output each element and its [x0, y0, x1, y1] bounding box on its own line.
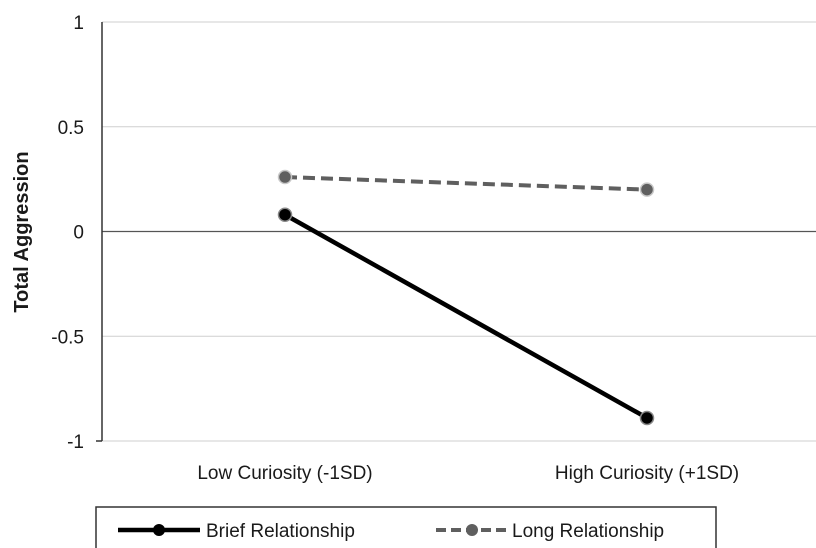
legend-box — [95, 506, 717, 548]
x-tick-label: High Curiosity (+1SD) — [555, 463, 739, 484]
y-tick-label: -1 — [67, 432, 84, 453]
y-axis-label: Total Aggression — [11, 151, 33, 312]
data-point — [639, 410, 655, 426]
legend: Brief Relationship Long Relationship — [95, 506, 717, 548]
y-tick-label: 1 — [73, 13, 84, 34]
y-tick-label: 0 — [73, 223, 84, 244]
legend-entry-label: Brief Relationship — [206, 521, 355, 542]
legend-swatch-marker — [153, 524, 165, 536]
legend-swatch-marker — [466, 524, 478, 536]
x-tick-label: Low Curiosity (-1SD) — [197, 463, 372, 484]
data-point — [639, 182, 655, 197]
series-group — [277, 169, 655, 426]
y-tick-label: 0.5 — [58, 118, 84, 139]
y-tick-label: -0.5 — [51, 327, 84, 348]
series-long-relationship — [277, 169, 655, 197]
data-point — [277, 207, 293, 222]
y-tick-labels: 1 0.5 0 -0.5 -1 — [51, 13, 84, 453]
series-brief-relationship — [277, 207, 655, 426]
series-line — [284, 175, 648, 192]
legend-entry-label: Long Relationship — [512, 521, 664, 542]
data-point — [277, 169, 293, 185]
x-tick-labels: Low Curiosity (-1SD) High Curiosity (+1SD… — [197, 463, 739, 484]
gridlines — [96, 21, 816, 442]
series-line — [283, 212, 649, 420]
